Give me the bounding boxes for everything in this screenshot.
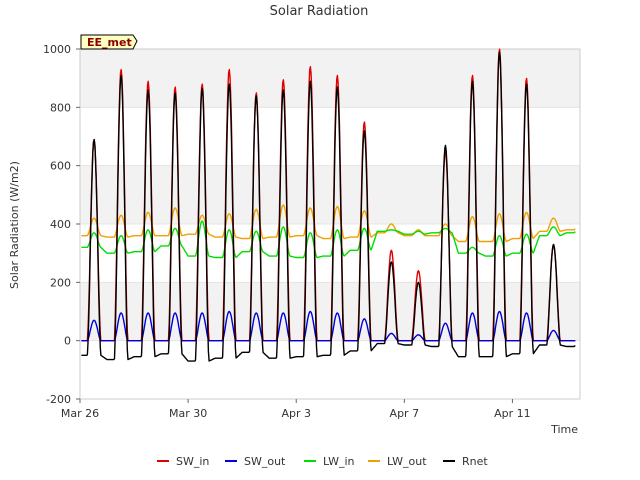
series-line-lw_in — [81, 220, 576, 259]
x-tick-label: Mar 30 — [169, 407, 207, 420]
chart-title: Solar Radiation — [270, 4, 369, 19]
series-line-rnet — [81, 51, 576, 362]
y-tick-label: 0 — [64, 335, 71, 348]
legend: SW_in SW_out LW_in LW_out Rnet — [157, 455, 488, 468]
y-tick-label: 600 — [50, 160, 71, 173]
x-axis: Mar 26 Mar 30 Apr 3 Apr 7 Apr 11 — [61, 399, 531, 420]
y-tick-label: 200 — [50, 276, 71, 289]
y-tick-label: 800 — [50, 101, 71, 114]
x-tick-label: Mar 26 — [61, 407, 99, 420]
legend-label-sw_out: SW_out — [244, 455, 286, 468]
site-badge-label: EE_met — [87, 36, 132, 49]
y-tick-label: 400 — [50, 218, 71, 231]
y-axis: -200 0 200 400 600 800 1000 — [43, 43, 80, 406]
x-tick-label: Apr 11 — [494, 407, 531, 420]
site-badge: EE_met — [80, 34, 138, 50]
y-tick-label: -200 — [46, 393, 71, 406]
series-line-lw_out — [81, 204, 576, 243]
x-axis-title: Time — [550, 423, 578, 436]
legend-label-sw_in: SW_in — [176, 455, 209, 468]
series-layer — [81, 48, 576, 362]
plot-bands — [80, 49, 580, 341]
grid-band — [80, 49, 580, 108]
legend-label-rnet: Rnet — [462, 455, 488, 468]
site-badge-box — [80, 34, 138, 50]
legend-label-lw_in: LW_in — [323, 455, 355, 468]
legend-label-lw_out: LW_out — [387, 455, 427, 468]
y-axis-title: Solar Radiation (W/m2) — [8, 161, 21, 289]
grid-band — [80, 165, 580, 224]
y-tick-label: 1000 — [43, 43, 71, 56]
x-tick-label: Apr 7 — [390, 407, 420, 420]
grid-band — [80, 282, 580, 341]
x-tick-label: Apr 3 — [281, 407, 311, 420]
